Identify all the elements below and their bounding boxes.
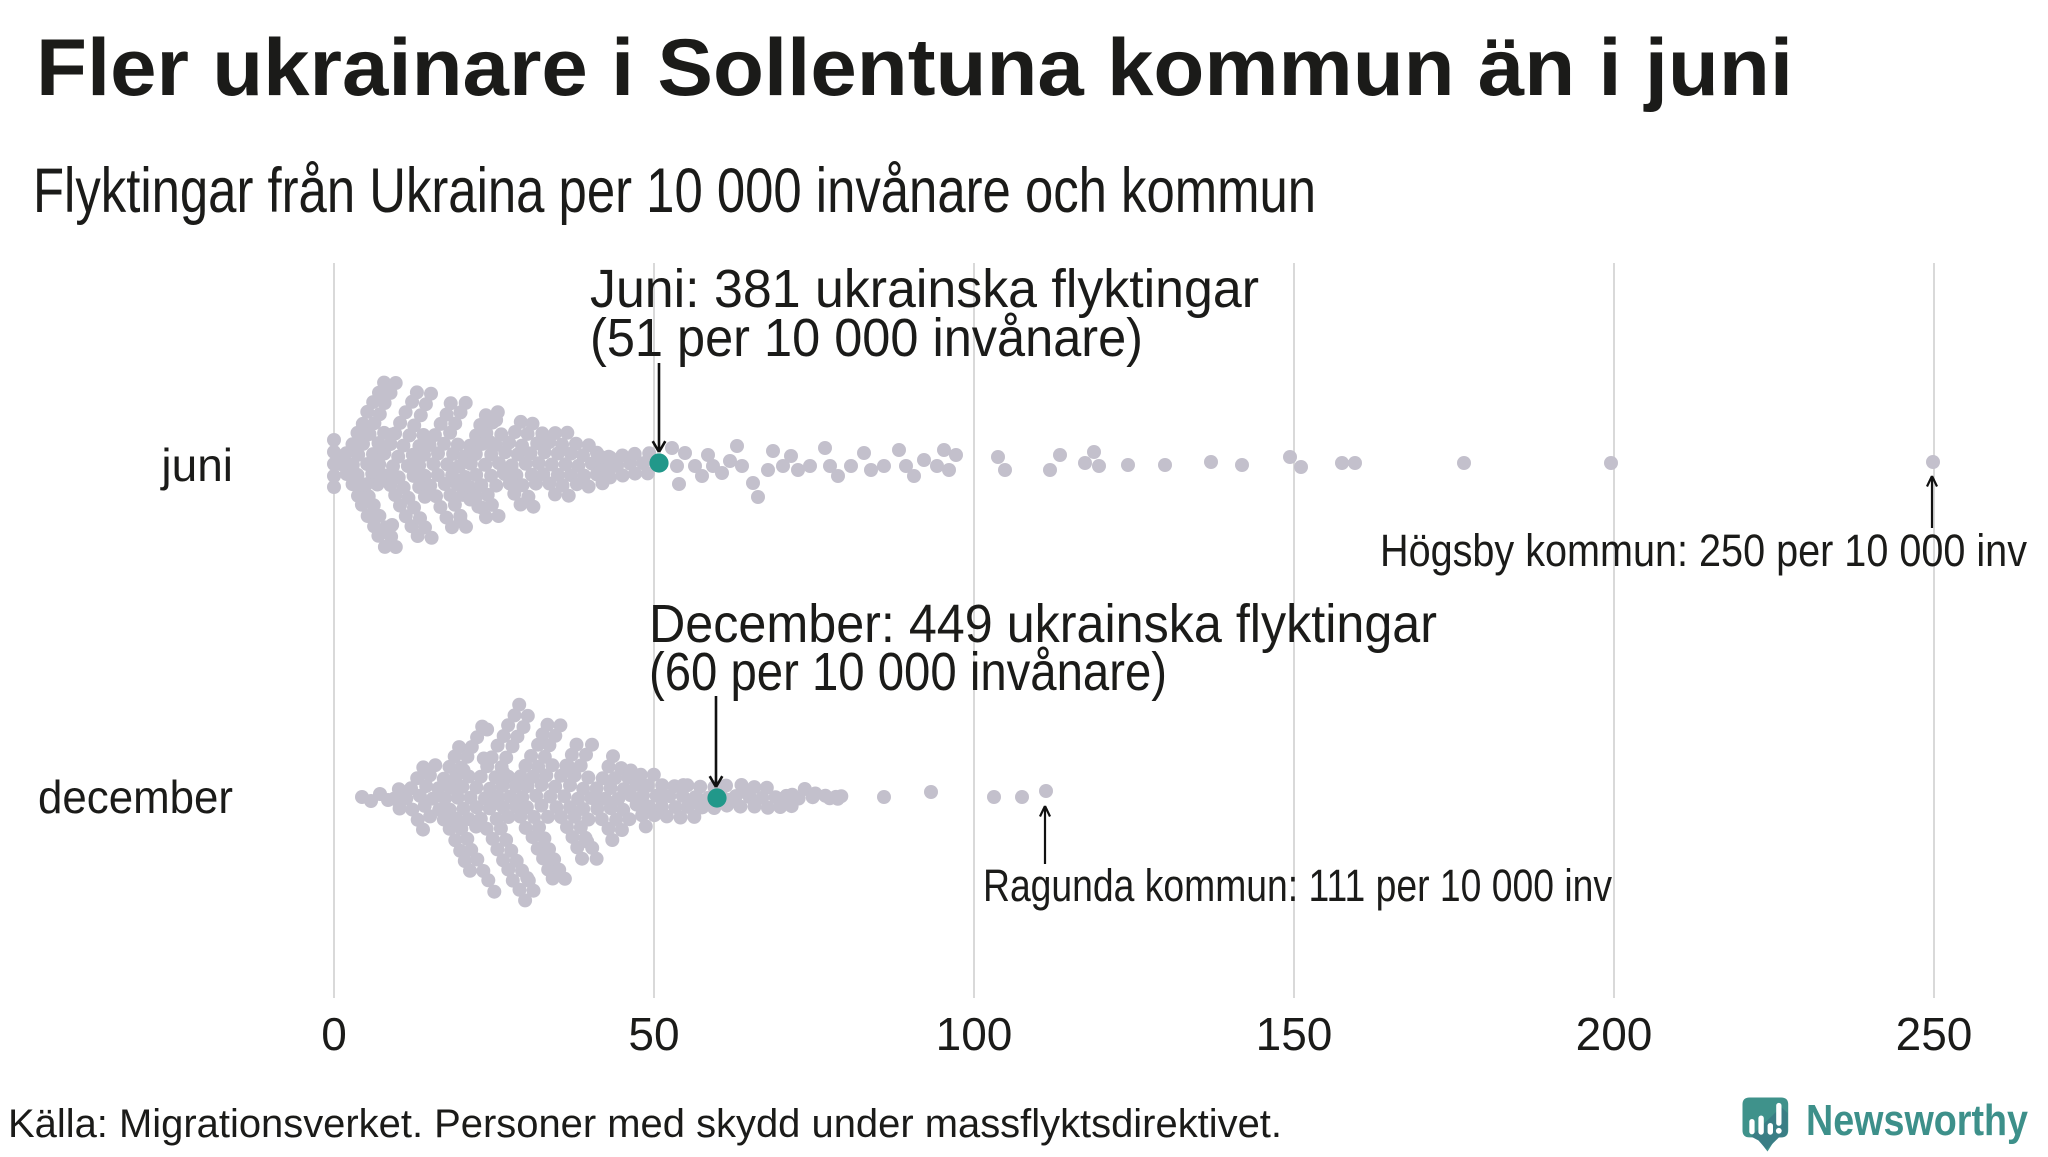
svg-text:juni: juni <box>159 439 233 491</box>
svg-text:(60 per 10 000 invånare): (60 per 10 000 invånare) <box>649 642 1167 702</box>
svg-text:December: 449 ukrainska flykti: December: 449 ukrainska flyktingar <box>649 594 1437 654</box>
svg-text:0: 0 <box>321 1008 347 1060</box>
svg-text:Fler ukrainare i Sollentuna ko: Fler ukrainare i Sollentuna kommun än i … <box>36 23 1793 113</box>
svg-text:200: 200 <box>1576 1008 1653 1060</box>
svg-text:Ragunda kommun: 111 per 10 000: Ragunda kommun: 111 per 10 000 inv <box>983 860 1612 911</box>
svg-text:(51 per 10 000 invånare): (51 per 10 000 invånare) <box>590 308 1143 368</box>
svg-text:Juni: 381 ukrainska flyktingar: Juni: 381 ukrainska flyktingar <box>590 259 1259 319</box>
svg-text:Flyktingar från Ukraina per 10: Flyktingar från Ukraina per 10 000 invån… <box>33 156 1316 226</box>
svg-text:Newsworthy: Newsworthy <box>1806 1096 2028 1145</box>
svg-text:50: 50 <box>628 1008 679 1060</box>
svg-text:250: 250 <box>1896 1008 1973 1060</box>
svg-text:Källa: Migrationsverket. Perso: Källa: Migrationsverket. Personer med sk… <box>8 1102 1282 1146</box>
svg-text:100: 100 <box>936 1008 1013 1060</box>
svg-text:150: 150 <box>1256 1008 1333 1060</box>
svg-text:Högsby kommun: 250 per 10 000: Högsby kommun: 250 per 10 000 inv <box>1380 525 2027 576</box>
svg-text:december: december <box>38 771 233 823</box>
